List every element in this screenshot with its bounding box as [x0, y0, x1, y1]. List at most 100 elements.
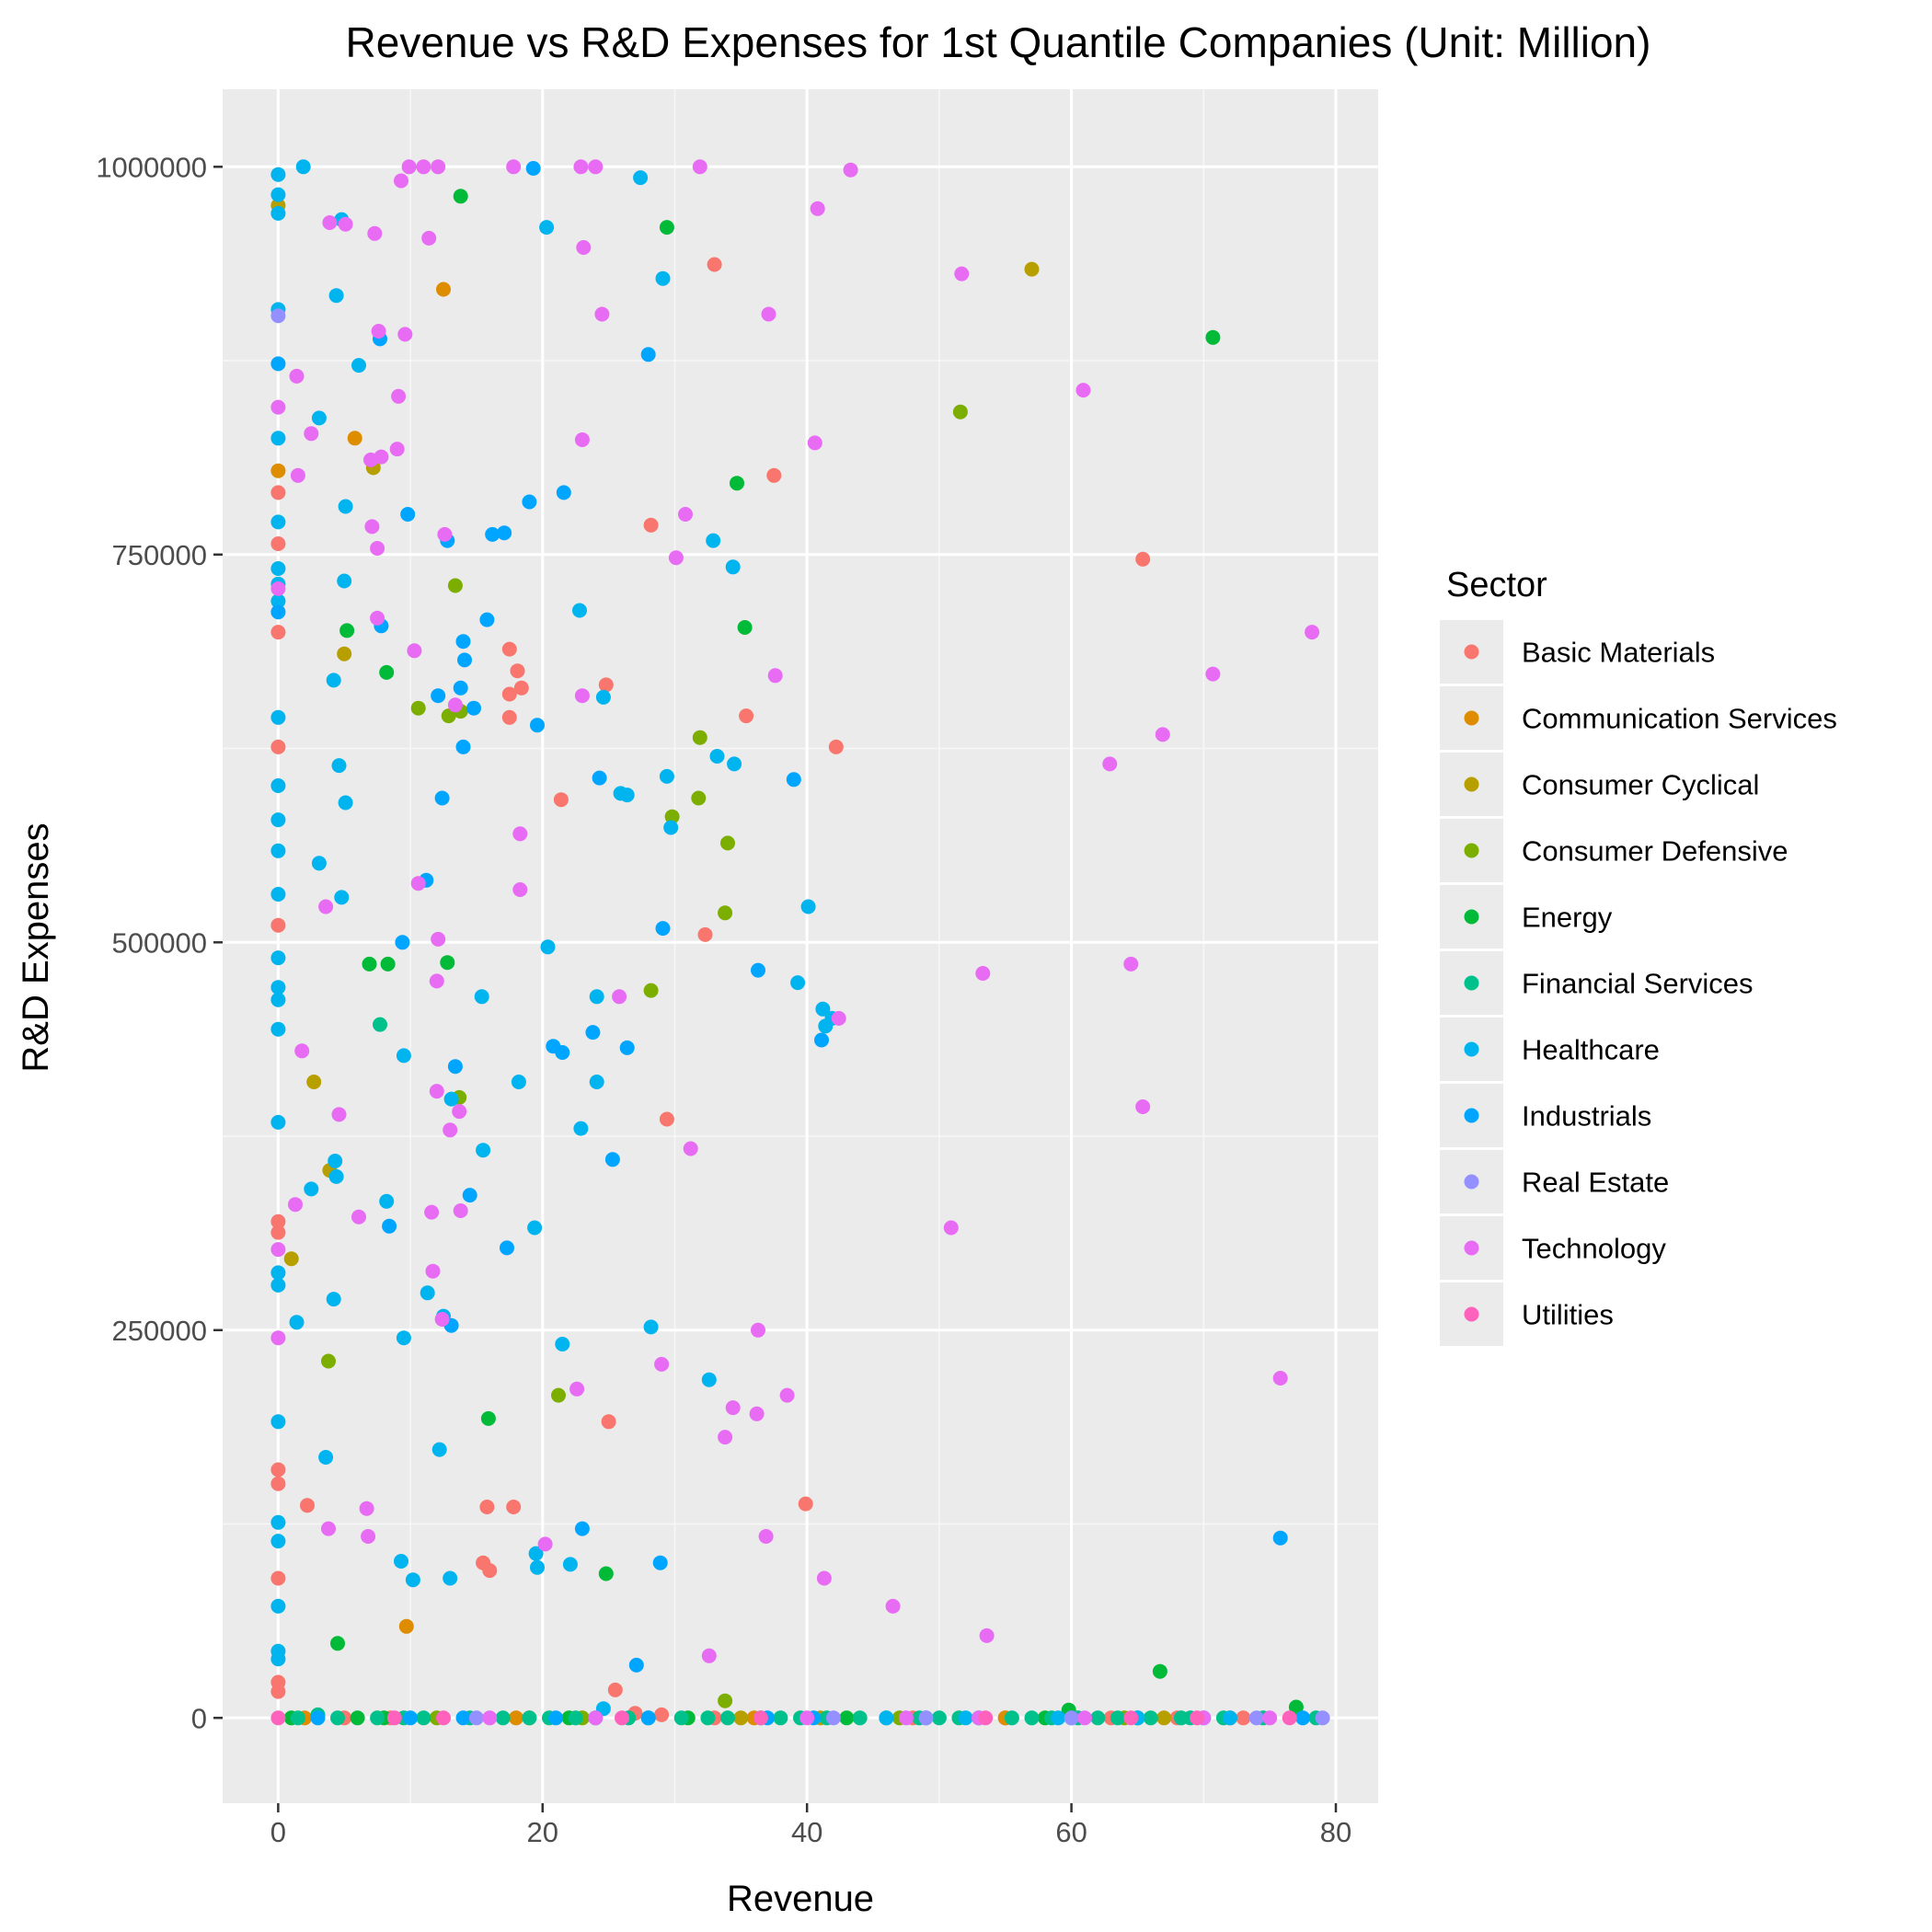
data-point-healthcare: [270, 980, 286, 995]
data-point-healthcare: [270, 431, 286, 446]
legend-label-energy: Energy: [1522, 902, 1613, 934]
data-point-healthcare: [270, 1277, 286, 1293]
data-point-healthcare: [572, 603, 587, 618]
data-point-healthcare: [396, 1048, 411, 1064]
data-point-healthcare: [270, 1021, 286, 1037]
data-point-technology: [1077, 1710, 1092, 1726]
data-point-technology: [397, 327, 413, 342]
data-point-healthcare: [619, 788, 635, 803]
y-tick-label: 750000: [112, 539, 207, 571]
y-axis-title: R&D Expenses: [16, 822, 56, 1072]
data-point-technology: [816, 1570, 832, 1586]
data-point-technology: [954, 266, 970, 282]
data-point-industrials: [431, 688, 446, 704]
data-point-technology: [506, 159, 522, 175]
data-point-healthcare: [511, 1075, 526, 1089]
data-point-technology: [588, 1710, 604, 1726]
data-point-real-estate: [918, 1710, 934, 1726]
data-point-healthcare: [328, 1154, 343, 1168]
data-point-technology: [371, 324, 386, 339]
data-point-basic-materials: [1236, 1710, 1251, 1726]
data-point-healthcare: [270, 950, 286, 966]
x-tick-label: 0: [270, 1816, 286, 1848]
data-point-consumer-defensive: [718, 1693, 733, 1708]
data-point-healthcare: [725, 559, 741, 575]
data-point-technology: [338, 216, 353, 232]
data-point-technology: [288, 1197, 303, 1213]
data-point-healthcare: [562, 1557, 578, 1572]
data-point-utilities: [615, 1710, 629, 1726]
data-point-energy: [453, 189, 468, 204]
data-point-industrials: [555, 1045, 570, 1060]
x-tick-label: 40: [791, 1816, 822, 1848]
data-point-energy: [362, 956, 377, 972]
data-point-industrials: [604, 1152, 620, 1167]
data-point-technology: [367, 225, 383, 241]
data-point-basic-materials: [501, 709, 517, 725]
data-point-energy: [1205, 329, 1221, 345]
data-point-healthcare: [270, 1414, 286, 1430]
data-point-financial-services: [773, 1710, 788, 1726]
data-point-financial-services: [852, 1710, 868, 1726]
data-point-technology: [443, 1122, 458, 1138]
data-point-utilities: [386, 1710, 402, 1726]
data-points: [270, 159, 1330, 1726]
data-point-basic-materials: [270, 1225, 286, 1240]
data-point-technology: [807, 435, 822, 451]
data-point-healthcare: [270, 843, 286, 858]
data-point-healthcare: [443, 1570, 458, 1586]
legend-marker-industrials: [1464, 1108, 1479, 1123]
data-point-technology: [668, 550, 684, 566]
data-point-technology: [749, 1406, 765, 1421]
plot-panel: [223, 89, 1378, 1803]
data-point-technology: [512, 882, 528, 897]
data-point-healthcare: [633, 170, 649, 186]
data-point-healthcare: [351, 358, 366, 374]
data-point-healthcare: [709, 749, 725, 764]
data-point-real-estate: [270, 308, 286, 324]
data-point-basic-materials: [553, 792, 569, 808]
data-point-utilities: [978, 1710, 994, 1726]
data-point-technology: [683, 1141, 698, 1156]
data-point-technology: [361, 1529, 376, 1544]
data-point-financial-services: [568, 1710, 583, 1726]
data-point-industrials: [382, 1218, 397, 1234]
data-point-healthcare: [706, 533, 721, 548]
data-point-energy: [839, 1710, 855, 1726]
data-point-industrials: [434, 790, 450, 806]
data-point-healthcare: [540, 939, 556, 955]
data-point-technology: [979, 1627, 995, 1643]
data-point-healthcare: [270, 1598, 286, 1614]
data-point-basic-materials: [270, 1684, 286, 1699]
legend-marker-energy: [1464, 909, 1479, 925]
legend-label-technology: Technology: [1522, 1233, 1666, 1265]
data-point-healthcare: [727, 756, 742, 772]
data-point-industrials: [270, 604, 286, 620]
data-point-healthcare: [405, 1572, 420, 1588]
data-point-industrials: [479, 612, 495, 627]
data-point-industrials: [455, 634, 471, 650]
data-point-industrials: [655, 921, 671, 937]
data-point-industrials: [786, 772, 801, 788]
data-point-industrials: [447, 1059, 463, 1075]
data-point-real-estate: [1064, 1710, 1079, 1726]
data-point-technology: [321, 1521, 336, 1536]
data-point-technology: [1155, 727, 1170, 742]
data-point-basic-materials: [798, 1496, 813, 1512]
data-point-healthcare: [270, 1651, 286, 1667]
y-axis: 0 250000 500000 750000 1000000: [96, 151, 223, 1734]
data-point-healthcare: [1223, 1710, 1237, 1726]
data-point-technology: [289, 368, 305, 384]
data-point-basic-materials: [270, 739, 286, 754]
data-point-consumer-cyclical: [1156, 1710, 1172, 1726]
data-point-industrials: [525, 161, 541, 176]
data-point-industrials: [453, 680, 468, 696]
legend-label-real-estate: Real Estate: [1522, 1167, 1669, 1199]
data-point-healthcare: [663, 820, 679, 835]
data-point-industrials: [1272, 1530, 1288, 1546]
data-point-industrials: [548, 1710, 564, 1726]
data-point-basic-materials: [707, 257, 722, 272]
data-point-communication-services: [270, 463, 286, 478]
data-point-technology: [767, 668, 783, 684]
data-point-technology: [318, 899, 334, 914]
